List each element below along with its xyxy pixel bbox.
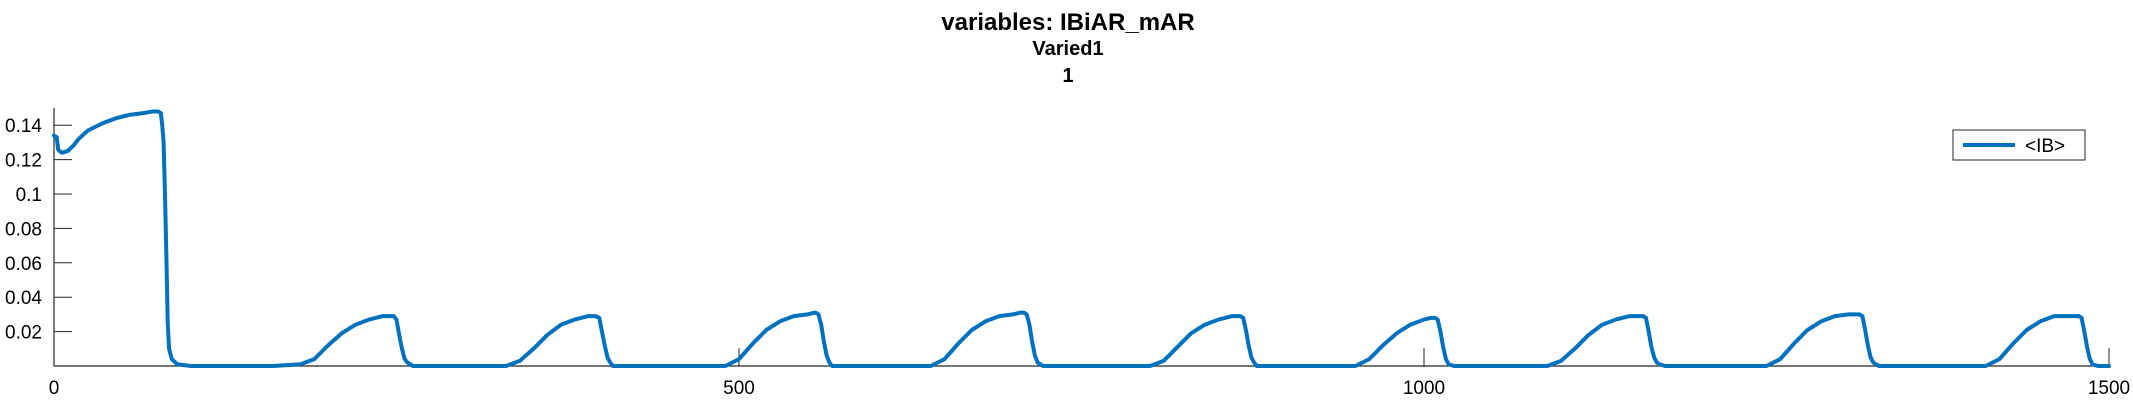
x-tick-label: 1500 [2088,378,2130,399]
chart-subtitle: Varied1 [1032,38,1103,60]
y-tick-label: 0.04 [5,288,42,309]
y-tick-label: 0.02 [5,323,42,344]
x-tick-label: 1000 [1403,378,1445,399]
y-tick-label: 0.14 [5,116,42,137]
y-tick-label: 0.06 [5,254,42,275]
y-tick-label: 0.1 [16,185,42,206]
legend: <IB> [1952,129,2086,161]
chart-subtitle-value: 1 [1062,65,1073,87]
series-line [52,109,2111,368]
chart-title: variables: IBiAR_mAR [941,9,1194,36]
legend-label: <IB> [2025,136,2065,157]
y-tick-label: 0.08 [5,219,42,240]
x-tick-label: 0 [49,378,60,399]
axes: 0 500 1000 1500 0.02 0.04 0.06 0.08 0.1 0.12 0.14 [5,108,2130,399]
series-layer [52,109,2111,368]
x-tick-label: 500 [723,378,755,399]
y-tick-label: 0.12 [5,151,42,172]
